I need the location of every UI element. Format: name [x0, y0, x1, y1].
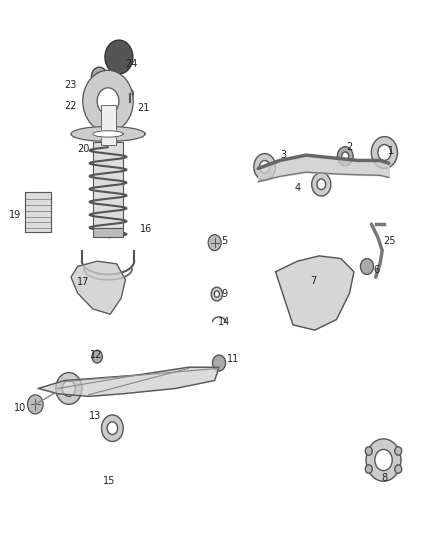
Text: 17: 17	[77, 277, 89, 287]
Circle shape	[126, 90, 133, 98]
Text: 25: 25	[383, 236, 396, 246]
Circle shape	[83, 70, 133, 132]
Text: 20: 20	[77, 144, 89, 155]
Circle shape	[366, 439, 401, 481]
Circle shape	[378, 144, 391, 160]
Circle shape	[360, 259, 374, 274]
Text: 23: 23	[64, 80, 76, 90]
Text: 12: 12	[90, 350, 102, 360]
Bar	[93, 142, 123, 229]
Circle shape	[102, 415, 123, 441]
Circle shape	[254, 154, 276, 180]
Text: 1: 1	[388, 146, 394, 156]
Text: 6: 6	[374, 265, 380, 275]
Text: 2: 2	[346, 142, 353, 152]
Circle shape	[92, 67, 107, 86]
Circle shape	[92, 350, 102, 363]
Circle shape	[259, 160, 270, 173]
Polygon shape	[71, 261, 125, 314]
Circle shape	[337, 147, 353, 166]
Circle shape	[97, 88, 119, 114]
Text: 19: 19	[9, 209, 21, 220]
Text: 10: 10	[14, 403, 26, 413]
Circle shape	[208, 235, 221, 251]
Text: 21: 21	[137, 103, 149, 114]
Text: 13: 13	[89, 411, 101, 421]
Bar	[93, 228, 123, 237]
Circle shape	[395, 465, 402, 473]
Text: 8: 8	[381, 473, 388, 482]
Text: 24: 24	[125, 59, 137, 69]
Text: 9: 9	[221, 288, 227, 298]
Circle shape	[365, 465, 372, 473]
Circle shape	[62, 381, 75, 397]
Circle shape	[214, 291, 219, 297]
Text: 11: 11	[227, 354, 239, 364]
Text: 3: 3	[280, 150, 286, 159]
Text: 5: 5	[221, 236, 227, 246]
Circle shape	[96, 72, 103, 81]
Circle shape	[105, 40, 133, 74]
Text: 7: 7	[310, 276, 317, 286]
Circle shape	[342, 152, 349, 160]
Circle shape	[375, 449, 392, 471]
Circle shape	[107, 422, 117, 434]
Bar	[101, 105, 116, 144]
Text: 16: 16	[140, 224, 152, 234]
Circle shape	[211, 287, 223, 301]
Circle shape	[395, 447, 402, 455]
Text: 15: 15	[103, 476, 116, 486]
Bar	[83, 93, 93, 101]
Text: 22: 22	[64, 101, 76, 111]
Polygon shape	[39, 367, 219, 397]
Polygon shape	[276, 256, 354, 330]
Circle shape	[212, 355, 226, 371]
Circle shape	[365, 447, 372, 455]
Circle shape	[371, 136, 397, 168]
Circle shape	[56, 373, 82, 405]
Circle shape	[312, 173, 331, 196]
Text: 14: 14	[218, 317, 230, 327]
Circle shape	[317, 179, 325, 190]
Polygon shape	[71, 126, 145, 141]
Polygon shape	[93, 131, 123, 137]
Polygon shape	[25, 192, 51, 232]
Circle shape	[28, 395, 43, 414]
Text: 4: 4	[294, 183, 300, 193]
